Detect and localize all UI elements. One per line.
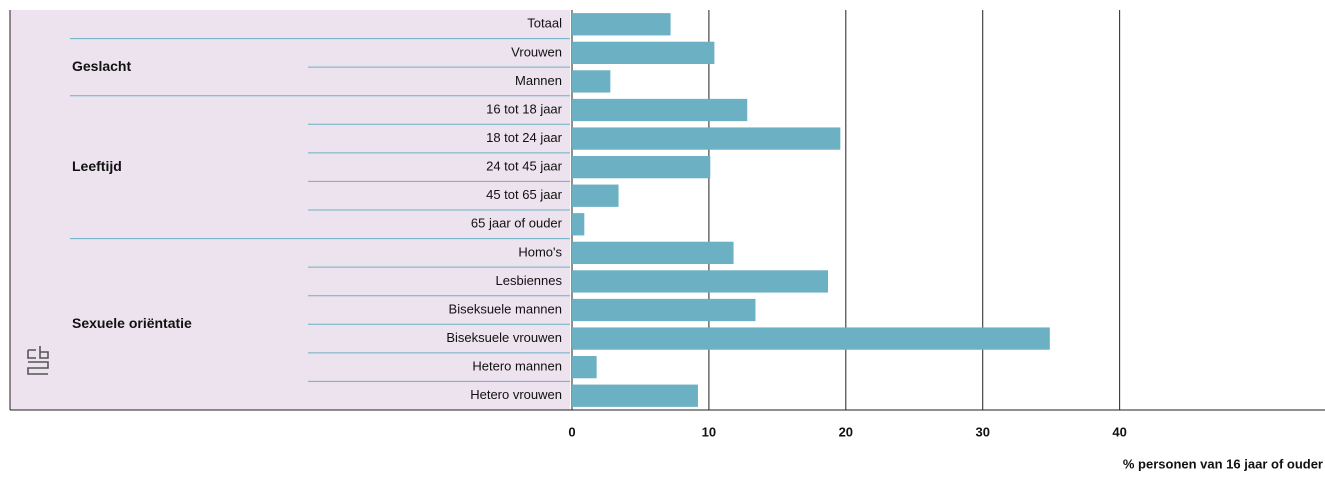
x-tick-label: 30 [975,424,989,439]
bar [572,70,611,93]
x-tick-label: 20 [839,424,853,439]
bar [572,41,715,64]
y-tick-label: Mannen [515,73,562,88]
cbs-logo [27,346,49,375]
bar [572,270,829,293]
bar [572,298,756,322]
y-tick-label: Hetero mannen [472,359,562,374]
bar [572,241,734,264]
bar [572,356,597,379]
x-tick-label: 10 [702,424,716,439]
bar [572,213,585,236]
bar [572,156,711,179]
bar [572,384,698,407]
group-label: Geslacht [72,58,131,74]
x-tick-label: 40 [1112,424,1126,439]
y-tick-label: Biseksuele vrouwen [446,330,562,345]
group-label: Leeftijd [72,158,122,174]
y-tick-label: 24 tot 45 jaar [486,159,563,174]
group-label: Sexuele oriëntatie [72,315,192,331]
y-tick-label: Biseksuele mannen [449,301,562,316]
y-tick-label: Vrouwen [511,44,562,59]
y-tick-label: 65 jaar of ouder [471,216,563,231]
y-tick-label: Homo's [518,244,562,259]
x-tick-label: 0 [568,424,575,439]
y-tick-label: Hetero vrouwen [470,387,562,402]
y-tick-label: 16 tot 18 jaar [486,101,563,116]
y-tick-label: 18 tot 24 jaar [486,130,563,145]
bar [572,127,841,150]
y-tick-label: 45 tot 65 jaar [486,187,563,202]
y-tick-label: Lesbiennes [496,273,563,288]
bar [572,184,619,207]
bar [572,13,671,36]
bar [572,98,748,122]
y-tick-label: Totaal [527,16,562,31]
bar [572,327,1050,350]
x-axis-label: % personen van 16 jaar of ouder [1123,456,1323,471]
